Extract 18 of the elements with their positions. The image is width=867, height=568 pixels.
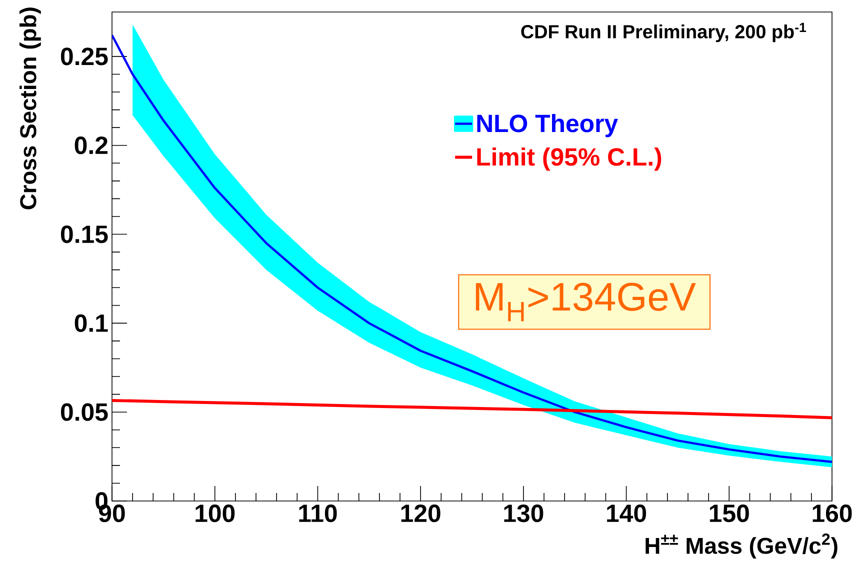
y-tick-label: 0.2 [74,136,108,154]
x-tick-label: 130 [504,504,544,522]
x-tick-label: 120 [401,504,440,522]
legend-label: NLO Theory [477,114,618,138]
legend-label: Limit (95% C.L.) [477,148,662,171]
x-tick-label: 150 [710,504,749,522]
y-axis-title: Cross Section (pb) [20,8,41,210]
text: CDF Run II Preliminary, 200 pb$^{-1}$ [521,22,806,42]
x-tick-label: 100 [196,504,235,522]
annotation: M$_{H}$>134GeV [476,282,696,322]
y-tick-label: 0.15 [60,225,108,244]
x-tick-label: 160 [812,504,852,522]
y-tick-label: 0.1 [74,314,108,332]
x-tick-label: 110 [299,504,337,522]
y-tick-label: 0.25 [60,48,108,66]
x-tick-label: 140 [607,504,646,522]
y-tick-label: 0.05 [60,403,108,421]
x-axis-title: H$^{±±}$ Mass (GeV/c$^{2}$) [646,534,838,558]
